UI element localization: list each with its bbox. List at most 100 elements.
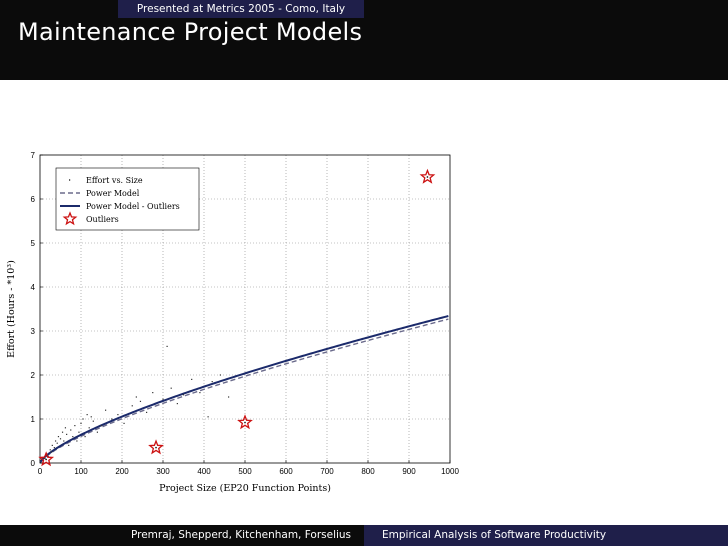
data-point	[53, 447, 55, 449]
eq-exp: 0.734	[623, 180, 653, 192]
outlier-star	[419, 168, 436, 184]
data-point	[162, 398, 164, 400]
data-point	[72, 436, 74, 438]
x-tick-label: 400	[197, 467, 211, 476]
legend-label: Power Model	[86, 189, 140, 198]
x-tick-label: 800	[361, 467, 375, 476]
legend: Effort vs. Size Power Model Power Model - …	[55, 167, 200, 231]
data-point	[68, 444, 70, 446]
data-point	[92, 420, 94, 422]
data-point	[86, 414, 88, 416]
y-tick-label: 5	[31, 239, 36, 248]
x-tick-label: 900	[402, 467, 416, 476]
data-point	[191, 378, 193, 380]
data-point	[57, 436, 60, 438]
y-tick-label: 7	[31, 151, 36, 160]
power-model-curve	[39, 318, 449, 463]
footer-authors: Premraj, Shepperd, Kitchenham, Forselius	[118, 525, 364, 546]
x-tick-label: 100	[74, 467, 88, 476]
data-point	[56, 442, 58, 444]
title-band	[0, 18, 728, 80]
data-point	[139, 400, 142, 402]
without-outliers-heading: - Without 4 Outliers -	[483, 366, 693, 386]
y-tick-label: 6	[31, 195, 36, 204]
x-axis-label: Project Size (EP20 Function Points)	[159, 483, 331, 494]
data-point	[105, 409, 107, 411]
data-point	[166, 345, 168, 347]
data-point	[90, 416, 92, 418]
without-outliers-block: - Without 4 Outliers - Effort = 23.5 (Si…	[460, 366, 716, 424]
outlier-point	[155, 446, 157, 449]
data-point	[117, 414, 119, 416]
data-point	[70, 429, 72, 431]
legend-box	[55, 167, 200, 231]
data-point	[44, 458, 46, 460]
data-point	[131, 405, 133, 407]
eq-var: Size	[584, 180, 618, 199]
x-tick-label: 300	[156, 467, 170, 476]
data-point	[47, 455, 49, 457]
legend-swatch-star	[62, 211, 78, 226]
eq-lhs: Effort	[470, 386, 515, 405]
data-point	[50, 451, 53, 453]
data-point	[176, 403, 178, 405]
legend-label: Effort vs. Size	[86, 176, 143, 185]
data-point	[59, 438, 62, 440]
outlier-star	[38, 451, 55, 467]
outlier-point	[426, 176, 429, 178]
data-point	[76, 440, 78, 442]
all-projects-equation: Effort = 20.6 (Size)0.734	[460, 180, 716, 199]
frame-title: Maintenance Project Models	[18, 18, 363, 46]
eq-exp: 0.718	[623, 386, 653, 398]
data-point	[228, 396, 230, 398]
y-tick-label: 0	[31, 459, 36, 468]
data-point	[80, 422, 82, 424]
data-point	[152, 392, 154, 394]
eq-var: Size	[584, 386, 618, 405]
data-point	[182, 394, 185, 396]
data-point	[84, 436, 86, 438]
data-point	[170, 387, 172, 389]
outlier-point	[244, 421, 246, 424]
x-tick-label: 600	[279, 467, 293, 476]
data-point	[82, 418, 84, 420]
all-projects-heading: - All Projects -	[518, 160, 658, 180]
data-point	[96, 431, 98, 433]
data-point	[111, 418, 113, 420]
footer-title: Empirical Analysis of Software Productiv…	[364, 525, 728, 546]
data-point	[78, 431, 80, 433]
y-tick-label: 1	[31, 415, 36, 424]
data-point	[219, 374, 221, 376]
all-projects-block: - All Projects - Effort = 20.6 (Size)0.7…	[460, 160, 716, 218]
data-point	[66, 433, 68, 435]
data-point	[211, 381, 213, 383]
y-tick-label: 2	[31, 371, 36, 380]
axis-ticks: 0 100 200 300 400 500 600 700 800 900 1000 0 1 2 3 4 5 6 7	[31, 151, 460, 476]
data-points	[42, 345, 230, 462]
data-point	[49, 449, 51, 451]
data-point	[74, 425, 76, 427]
data-point	[199, 392, 201, 394]
data-point	[64, 427, 67, 429]
without-outliers-range: 0.615 < b < 0.821	[513, 405, 663, 424]
x-tick-label: 1000	[441, 467, 459, 476]
data-point	[146, 411, 148, 413]
without-outliers-equation: Effort = 23.5 (Size)0.718	[460, 386, 716, 405]
eq-rp: )	[617, 180, 624, 199]
x-tick-label: 700	[320, 467, 334, 476]
data-point	[88, 427, 90, 429]
eq-mid: = 23.5 (	[514, 386, 585, 405]
data-point	[135, 396, 137, 398]
y-tick-label: 3	[31, 327, 36, 336]
legend-label: Power Model - Outliers	[86, 202, 180, 211]
x-tick-label: 0	[38, 467, 43, 476]
eq-lhs: Effort	[470, 180, 515, 199]
data-point	[54, 440, 57, 442]
y-axis-label: Effort (Hours - *10³)	[6, 260, 17, 358]
power-model-outliers-curve	[39, 315, 449, 463]
outlier-star	[237, 414, 253, 430]
x-tick-label: 200	[115, 467, 129, 476]
y-tick-label: 4	[31, 283, 36, 292]
data-point	[61, 431, 64, 433]
